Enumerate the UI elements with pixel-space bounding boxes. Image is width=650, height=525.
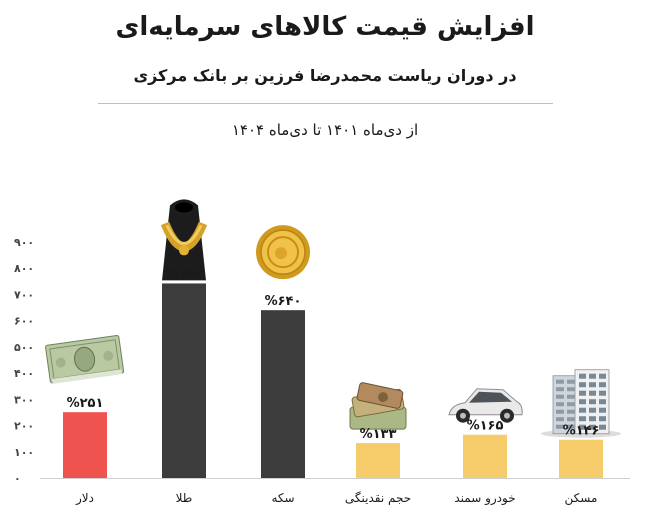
x-tick-label: دلار [75,491,94,506]
y-tick-label: ۹۰۰ [14,236,34,249]
bar [356,443,400,478]
y-tick-label: ۴۰۰ [14,367,34,380]
gold-coin-icon [256,225,310,280]
y-axis: ۰ ۱۰۰ ۲۰۰ ۳۰۰ ۴۰۰ ۵۰۰ ۶۰۰ ۷۰۰ ۸۰۰ ۹۰۰ [14,236,34,485]
rial-banknotes-icon [349,382,407,430]
car-icon [448,388,523,423]
x-tick-label: طلا [176,491,193,505]
data-label: %۶۴۰ [265,294,302,309]
data-label: %۱۶۵ [467,419,504,434]
x-tick-label: حجم نقدینگی [345,491,411,505]
header-divider [98,103,553,104]
bar [559,439,603,478]
y-tick-label: ۳۰۰ [14,393,34,406]
bars-group [63,283,603,478]
x-tick-label: مسکن [565,491,598,506]
labels-group: %۲۵۱ دلار %۷۴۲ طلا %۶۴۰ سکه %۱۳۳ حجم نقدینگی %۱۶… [67,267,600,506]
gold-necklace-icon [160,199,208,281]
icons-group [45,199,621,438]
data-label: %۷۴۲ [166,267,203,282]
dollar-banknote-icon [45,335,125,384]
data-label: %۱۴۶ [563,424,600,439]
bar [162,283,206,478]
period-label: از دی‌ماه ۱۴۰۱ تا دی‌ماه ۱۴۰۴ [231,121,419,139]
y-tick-label: ۵۰۰ [14,341,34,354]
chart-title: افزایش قیمت کالاهای سرمایه‌ای [115,12,535,42]
y-tick-label: ۱۰۰ [14,446,34,459]
y-tick-label: ۲۰۰ [14,420,34,433]
x-tick-label: سکه [271,491,294,505]
y-tick-label: ۸۰۰ [14,262,34,275]
chart-subtitle: در دوران ریاست محمدرضا فرزین بر بانک مرک… [133,66,517,85]
x-tick-label: خودرو سمند [454,491,515,506]
data-label: %۱۳۳ [360,427,397,442]
bar [463,434,507,478]
data-label: %۲۵۱ [67,396,104,411]
y-tick-label: ۷۰۰ [14,288,34,301]
y-tick-label: ۶۰۰ [14,315,34,328]
y-tick-label: ۰ [14,472,21,485]
bar [63,412,107,478]
building-icon [541,369,621,438]
bar [261,310,305,478]
